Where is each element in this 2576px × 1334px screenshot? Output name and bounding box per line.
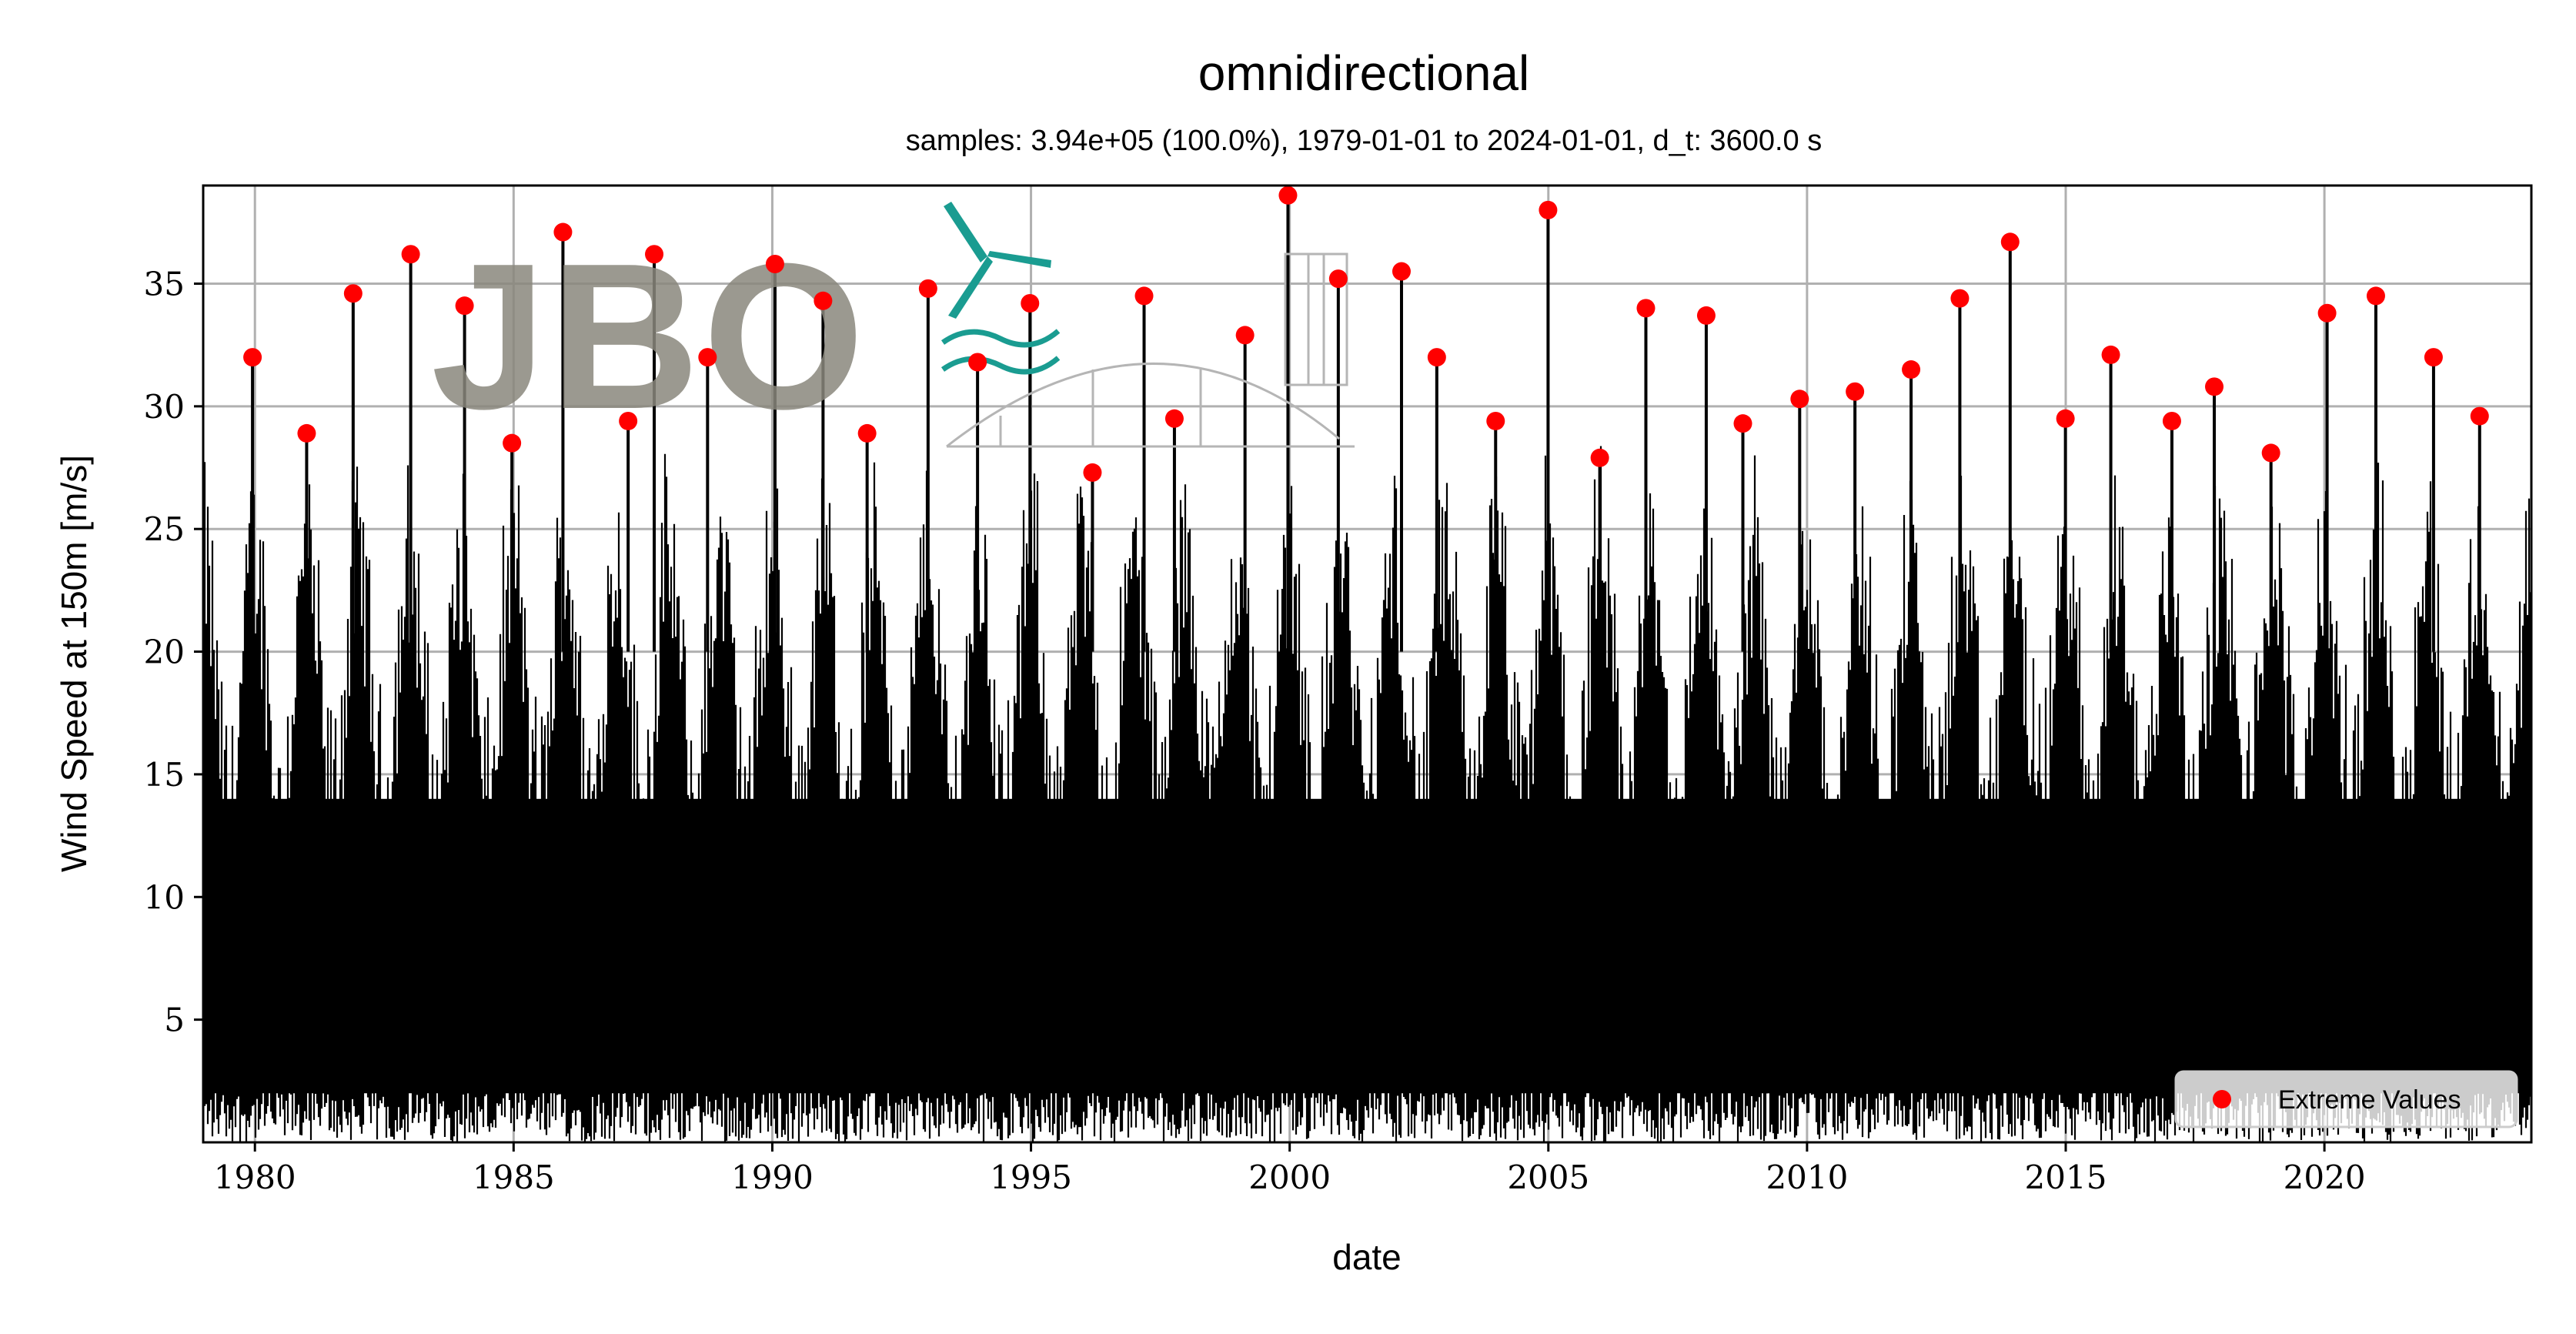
- extreme-value-point: [1083, 463, 1102, 482]
- extreme-value-point: [698, 348, 717, 367]
- x-tick-label: 2020: [2284, 1158, 2366, 1196]
- extreme-value-point: [857, 423, 877, 443]
- extreme-value-point: [2000, 232, 2020, 252]
- x-axis-label: date: [1332, 1237, 1402, 1277]
- y-tick-label: 35: [144, 265, 185, 303]
- y-tick-label: 15: [144, 756, 185, 794]
- chart-subtitle: samples: 3.94e+05 (100.0%), 1979-01-01 t…: [906, 125, 1822, 157]
- extreme-value-point: [2162, 411, 2181, 430]
- extreme-values: [243, 186, 2489, 482]
- extreme-value-point: [1950, 289, 1970, 308]
- wave-icon: [941, 329, 1061, 375]
- extreme-value-point: [2261, 443, 2280, 463]
- extreme-value-point: [401, 245, 420, 264]
- extreme-value-point: [455, 296, 474, 316]
- extreme-value-point: [2424, 348, 2443, 367]
- legend: Extreme Values: [2174, 1070, 2518, 1128]
- extreme-value-point: [1021, 293, 1040, 313]
- extreme-value-point: [918, 279, 937, 298]
- extreme-value-point: [1328, 269, 1348, 289]
- extreme-value-point: [2205, 377, 2224, 396]
- y-tick-label: 30: [144, 388, 185, 426]
- extreme-value-point: [1486, 411, 1505, 430]
- extreme-value-point: [1733, 414, 1752, 433]
- extreme-value-point: [1164, 409, 1184, 428]
- extreme-value-point: [1539, 200, 1558, 219]
- chart-title: omnidirectional: [1198, 45, 1529, 101]
- extreme-value-point: [2056, 409, 2075, 428]
- wind-speed-series: [202, 195, 2532, 1142]
- extreme-value-point: [814, 291, 833, 310]
- extreme-value-point: [1235, 326, 1255, 345]
- extreme-value-point: [765, 254, 784, 273]
- x-tick-label: 2010: [1766, 1158, 1848, 1196]
- y-tick-label: 10: [144, 878, 185, 916]
- series-dense-band: [203, 798, 2531, 1094]
- extreme-value-point: [343, 284, 363, 303]
- extreme-value-point: [243, 348, 262, 367]
- extreme-value-point: [1392, 262, 1411, 281]
- extreme-value-point: [503, 433, 522, 453]
- legend-label-extreme-values: Extreme Values: [2278, 1085, 2461, 1115]
- y-tick-label: 20: [144, 634, 185, 671]
- y-tick-label: 25: [144, 510, 185, 548]
- extreme-value-point: [1427, 348, 1446, 367]
- extreme-value-point: [1590, 448, 1609, 467]
- extreme-value-point: [645, 245, 664, 264]
- extreme-value-point: [2317, 303, 2337, 323]
- x-tick-label: 1990: [731, 1158, 814, 1196]
- extreme-value-point: [1902, 360, 1921, 379]
- extreme-value-point: [619, 411, 638, 430]
- x-tick-label: 1980: [214, 1158, 296, 1196]
- y-axis: 5 10 15 20 25 30 35: [144, 265, 203, 1039]
- x-axis: 1980 1985 1990 1995 2000 2005 2010 2015 2020: [214, 1142, 2366, 1196]
- extreme-value-point: [2101, 345, 2120, 364]
- bridge-outline-icon: [946, 252, 1355, 448]
- x-tick-label: 2015: [2025, 1158, 2107, 1196]
- extreme-value-point: [2470, 406, 2489, 426]
- extreme-value-point: [1278, 186, 1298, 205]
- extreme-value-point: [2366, 286, 2385, 306]
- x-tick-label: 1985: [473, 1158, 555, 1196]
- plot-frame: [202, 184, 2533, 1144]
- extreme-value-point: [968, 353, 987, 372]
- legend-box: [2174, 1070, 2518, 1128]
- legend-marker-extreme-values: [2213, 1090, 2231, 1108]
- extreme-value-point: [1696, 306, 1716, 325]
- x-tick-label: 2005: [1507, 1158, 1589, 1196]
- x-tick-label: 1995: [990, 1158, 1072, 1196]
- extreme-value-point: [1846, 382, 1865, 401]
- y-tick-label: 5: [164, 1001, 185, 1039]
- extreme-value-point: [1636, 299, 1656, 318]
- y-axis-label: Wind Speed at 150m [m/s]: [54, 455, 94, 872]
- extreme-value-point: [297, 423, 316, 443]
- x-tick-label: 2000: [1248, 1158, 1331, 1196]
- extreme-value-point: [1790, 390, 1809, 409]
- extreme-value-point: [553, 222, 573, 242]
- plot-area: JBO: [202, 184, 2533, 1144]
- wind-turbine-icon: [944, 202, 1051, 319]
- extreme-value-point: [1134, 286, 1154, 306]
